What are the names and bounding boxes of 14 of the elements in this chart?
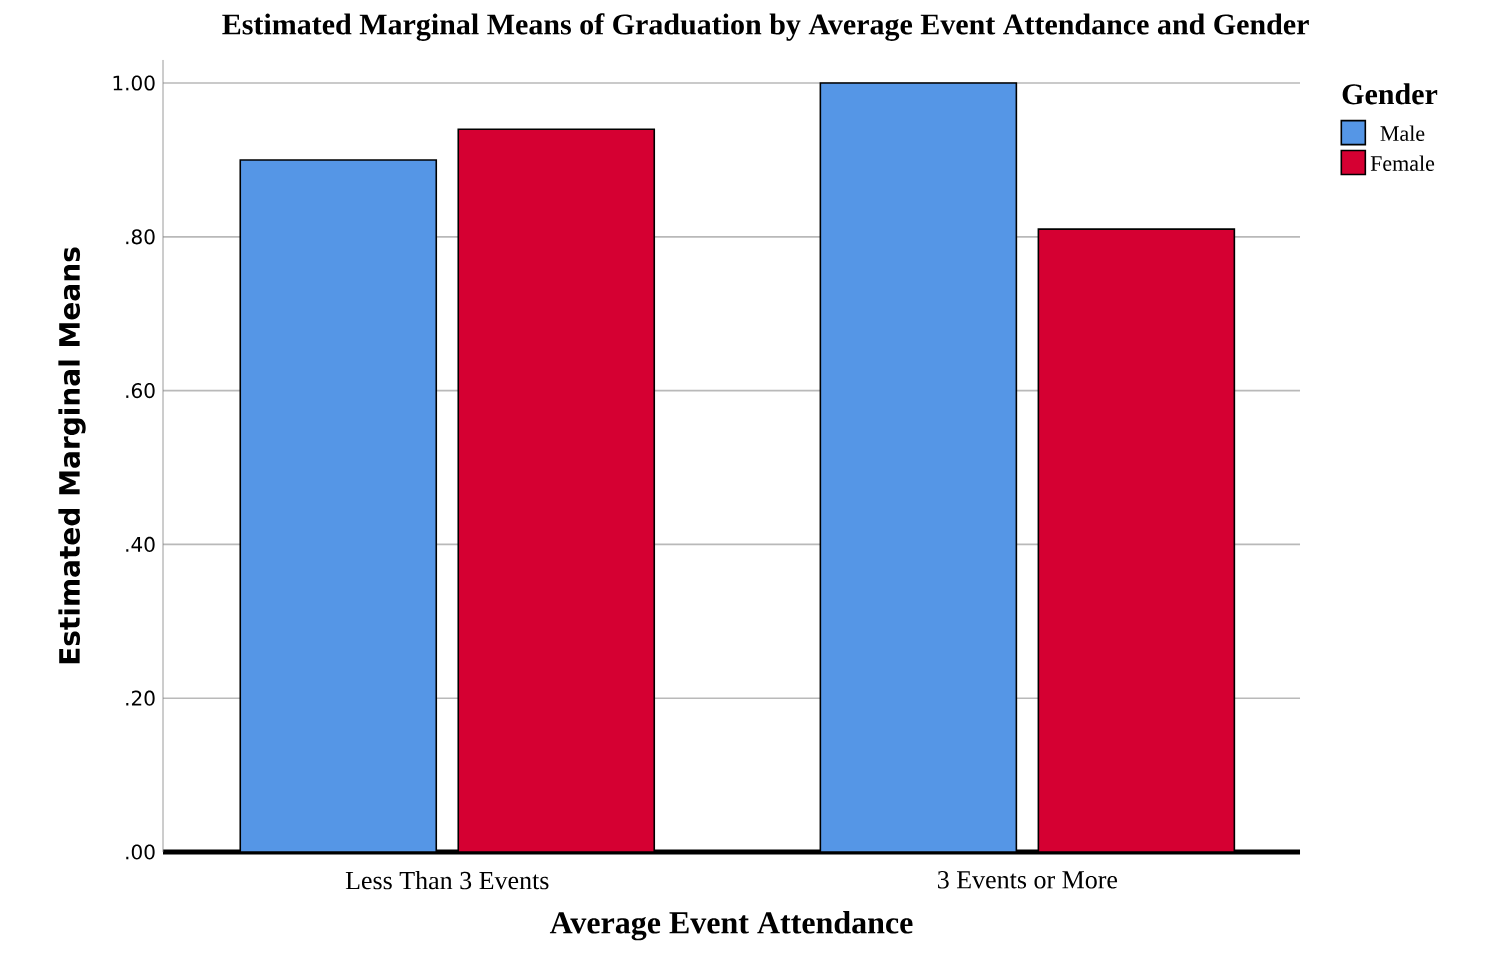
legend-label: Female xyxy=(1370,155,1435,171)
y-tick-label: .20 xyxy=(126,690,155,706)
x-axis-title: Average Event Attendance xyxy=(549,911,913,941)
x-tick-label: 3 Events or More xyxy=(938,871,1118,889)
y-tick-label: .60 xyxy=(126,383,155,399)
y-tick-label: .00 xyxy=(126,844,155,860)
x-tick-label: Less Than 3 Events xyxy=(345,871,549,890)
y-tick-label: 1.00 xyxy=(113,75,155,91)
legend-label: Male xyxy=(1380,125,1425,141)
legend-title: Gender xyxy=(1342,83,1438,105)
y-tick-label: .40 xyxy=(126,536,155,552)
y-axis-title: Estimated Marginal Means xyxy=(58,247,86,664)
chart-title: Estimated Marginal Means of Graduation by Average Event Attendance and Gender xyxy=(222,13,1309,41)
y-tick-label: .80 xyxy=(126,229,155,245)
